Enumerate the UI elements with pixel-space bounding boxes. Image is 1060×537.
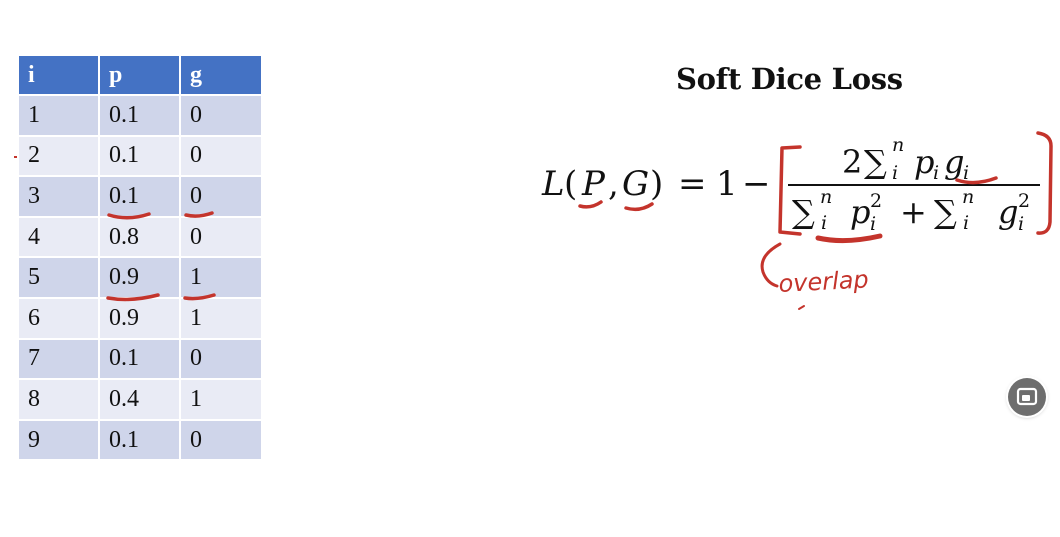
header-i: i bbox=[19, 56, 100, 96]
cell-i: 1 bbox=[19, 96, 100, 137]
cell-p: 0.9 bbox=[100, 298, 181, 340]
header-g: g bbox=[181, 56, 263, 96]
formula-denominator: ∑ n i p 2 i + ∑ n i g 2 i bbox=[792, 186, 1030, 235]
cell-i: 5 bbox=[19, 258, 100, 299]
ink-tick-mark bbox=[14, 156, 17, 158]
cell-p: 0.1 bbox=[100, 136, 181, 178]
svg-text:i: i bbox=[870, 213, 876, 235]
svg-text:i: i bbox=[963, 212, 969, 234]
svg-text:g: g bbox=[998, 193, 1018, 231]
cell-i: 3 bbox=[19, 177, 100, 218]
svg-text:G: G bbox=[622, 164, 649, 204]
cell-g: 0 bbox=[181, 136, 263, 178]
svg-text:−: − bbox=[742, 164, 771, 204]
table-row: 9 0.1 0 bbox=[19, 420, 263, 462]
formula-title: Soft Dice Loss bbox=[676, 62, 903, 96]
svg-text:2: 2 bbox=[1018, 190, 1030, 212]
svg-text:): ) bbox=[650, 164, 663, 204]
svg-text:,: , bbox=[608, 164, 619, 204]
table-row: 3 0.1 0 bbox=[19, 177, 263, 218]
cell-g: 0 bbox=[181, 420, 263, 462]
svg-text:i: i bbox=[892, 162, 898, 184]
formula-numerator: 2 ∑ n i p i g i bbox=[842, 134, 969, 184]
cell-g: 0 bbox=[181, 339, 263, 381]
dice-loss-formula: L ( P , G ) = 1 − 2 ∑ n i p i g i ∑ n i … bbox=[541, 134, 1040, 235]
table-row: 8 0.4 1 bbox=[19, 380, 263, 421]
svg-text:p: p bbox=[914, 143, 934, 181]
cell-p: 0.1 bbox=[100, 339, 181, 381]
ink-dot bbox=[798, 305, 805, 310]
cell-i: 2 bbox=[19, 136, 100, 178]
svg-text:p: p bbox=[850, 193, 870, 231]
cell-i: 4 bbox=[19, 217, 100, 259]
svg-text:2: 2 bbox=[870, 190, 882, 212]
svg-text:i: i bbox=[963, 162, 969, 184]
cell-p: 0.1 bbox=[100, 177, 181, 218]
svg-text:∑: ∑ bbox=[864, 143, 887, 181]
cell-g: 1 bbox=[181, 258, 263, 299]
cell-p: 0.1 bbox=[100, 420, 181, 462]
table-row: 7 0.1 0 bbox=[19, 339, 263, 381]
table-row: 4 0.8 0 bbox=[19, 217, 263, 259]
cell-p: 0.9 bbox=[100, 258, 181, 299]
picture-in-picture-icon bbox=[1016, 387, 1038, 406]
table-row: 6 0.9 1 bbox=[19, 298, 263, 340]
svg-text:L: L bbox=[541, 164, 565, 204]
cell-g: 0 bbox=[181, 217, 263, 259]
svg-text:n: n bbox=[962, 186, 974, 208]
probability-table: i p g 1 0.1 0 2 0.1 0 3 0.1 0 4 0.8 0 5 … bbox=[19, 56, 263, 462]
svg-text:∑: ∑ bbox=[934, 193, 957, 231]
pip-button[interactable] bbox=[1008, 378, 1046, 416]
cell-g: 0 bbox=[181, 177, 263, 218]
cell-g: 1 bbox=[181, 380, 263, 421]
svg-text:i: i bbox=[1018, 213, 1024, 235]
cell-p: 0.4 bbox=[100, 380, 181, 421]
cell-p: 0.8 bbox=[100, 217, 181, 259]
table-row: 2 0.1 0 bbox=[19, 136, 263, 178]
table-row: 1 0.1 0 bbox=[19, 96, 263, 137]
svg-text:n: n bbox=[820, 186, 832, 208]
svg-text:i: i bbox=[821, 212, 827, 234]
table-header-row: i p g bbox=[19, 56, 263, 96]
annotation-overlap: overlap bbox=[778, 265, 869, 298]
cell-g: 0 bbox=[181, 96, 263, 137]
table-row: 5 0.9 1 bbox=[19, 258, 263, 299]
svg-text:∑: ∑ bbox=[792, 193, 815, 231]
svg-text:P: P bbox=[581, 164, 606, 204]
svg-text:=: = bbox=[678, 164, 707, 204]
svg-text:2: 2 bbox=[842, 143, 862, 181]
cell-g: 1 bbox=[181, 298, 263, 340]
cell-i: 7 bbox=[19, 339, 100, 381]
cell-i: 8 bbox=[19, 380, 100, 421]
svg-text:n: n bbox=[892, 134, 904, 156]
cell-p: 0.1 bbox=[100, 96, 181, 137]
svg-text:g: g bbox=[944, 143, 964, 181]
formula-lhs: L ( P , G ) = 1 − bbox=[541, 164, 771, 204]
cell-i: 6 bbox=[19, 298, 100, 340]
svg-text:1: 1 bbox=[716, 164, 738, 204]
header-p: p bbox=[100, 56, 181, 96]
svg-text:i: i bbox=[933, 162, 939, 184]
svg-text:+: + bbox=[900, 193, 927, 231]
svg-text:(: ( bbox=[564, 164, 577, 204]
cell-i: 9 bbox=[19, 420, 100, 462]
